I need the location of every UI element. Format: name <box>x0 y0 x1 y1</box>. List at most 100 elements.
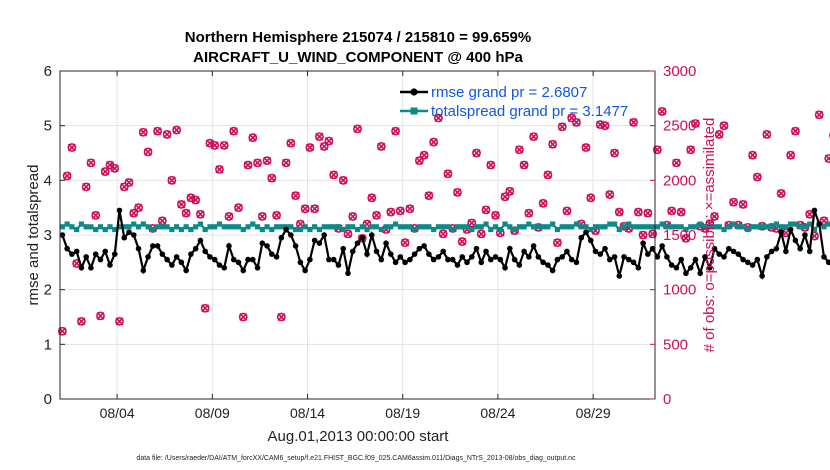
obs-possible-point <box>200 303 210 313</box>
rmse-point <box>725 245 732 252</box>
totalspread-point <box>611 221 618 227</box>
totalspread-point <box>359 224 365 230</box>
obs-possible-point <box>372 210 381 220</box>
totalspread-point <box>378 226 384 233</box>
rmse-point <box>307 256 313 263</box>
obs-possible-point <box>424 191 434 201</box>
totalspread-point <box>402 224 408 230</box>
rmse-point <box>221 265 228 271</box>
obs-possible-point <box>405 204 415 214</box>
obs-possible-point <box>143 147 153 157</box>
obs-assimilated-point <box>329 170 338 179</box>
obs-assimilated-point <box>667 206 676 215</box>
rmse-point <box>145 254 151 260</box>
rmse-point <box>73 248 80 255</box>
obs-possible-point <box>262 156 272 166</box>
rmse-point <box>521 248 527 255</box>
totalspread-point <box>669 224 675 230</box>
totalspread-point <box>164 224 170 230</box>
axis-ticks: 08/04 08/09 08/14 08/19 08/24 08/29 0 1 2 3 4 5 6 0 50… <box>44 63 697 421</box>
totalspread-point <box>331 224 337 230</box>
obs-possible-point <box>272 210 281 220</box>
rmse-point <box>511 256 518 263</box>
obs-possible-point <box>710 212 719 221</box>
rmse-point <box>440 248 446 255</box>
rmse-point <box>121 234 128 241</box>
totalspread-point <box>797 224 803 230</box>
obs-assimilated-point <box>639 231 648 239</box>
totalspread-point <box>630 224 637 230</box>
rmse-point <box>554 256 561 263</box>
obs-possible-point <box>686 145 696 155</box>
obs-possible-point <box>153 126 162 136</box>
obs-assimilated-point <box>225 212 233 221</box>
totalspread-point <box>583 224 589 230</box>
obs-assimilated-point <box>482 205 490 214</box>
obs-possible-point <box>367 193 377 203</box>
totalspread-point <box>640 224 646 230</box>
rmse-point <box>687 265 694 271</box>
legend-spread-label: totalspread grand pr = 3.1477 <box>431 103 628 120</box>
rmse-point <box>340 245 347 252</box>
rmse-point <box>583 229 589 236</box>
legend: rmse grand pr = 2.6807 totalspread grand… <box>400 84 628 120</box>
obs-possible-point <box>486 160 496 170</box>
obs-assimilated-point <box>629 118 638 127</box>
obs-assimilated-point <box>110 164 119 173</box>
totalspread-point <box>626 221 632 227</box>
rmse-point <box>611 254 618 260</box>
totalspread-point <box>792 221 799 227</box>
obs-assimilated-point <box>324 137 333 145</box>
obs-possible-point <box>305 143 315 152</box>
obs-assimilated-point <box>63 171 72 180</box>
totalspread-point <box>773 221 779 227</box>
obs-possible-point <box>129 208 139 218</box>
obs-assimilated-point <box>372 211 381 220</box>
totalspread-point <box>478 224 484 230</box>
totalspread-point <box>469 226 475 233</box>
obs-assimilated-point <box>681 234 690 243</box>
totalspread-point <box>293 226 299 233</box>
obs-assimilated-point <box>215 165 224 174</box>
obs-assimilated-point <box>643 209 652 218</box>
totalspread-point <box>683 226 689 233</box>
rmse-point <box>816 221 823 227</box>
totalspread-point <box>654 224 660 230</box>
obs-possible-point <box>633 207 643 217</box>
rmse-point <box>397 254 404 260</box>
obs-assimilated-point <box>677 208 686 217</box>
x-tick-label: 08/04 <box>100 405 135 421</box>
totalspread-point <box>335 224 342 230</box>
totalspread-point <box>592 224 599 230</box>
totalspread-point <box>245 224 251 230</box>
totalspread-point <box>140 221 146 227</box>
totalspread-point <box>178 226 184 233</box>
obs-assimilated-point <box>539 199 548 208</box>
rmse-point <box>388 251 394 257</box>
obs-assimilated-point <box>553 238 562 247</box>
totalspread-point <box>554 226 561 233</box>
obs-assimilated-point <box>524 209 533 218</box>
obs-possible-point <box>519 160 529 170</box>
totalspread-point <box>488 226 494 233</box>
totalspread-point <box>497 226 503 233</box>
rmse-point <box>635 265 642 271</box>
y-left-tick-label: 4 <box>44 172 52 189</box>
totalspread-point <box>635 224 641 230</box>
chart-title-line-1: Northern Hemisphere 215074 / 215810 = 99… <box>185 29 531 46</box>
rmse-point <box>745 259 751 266</box>
obs-possible-point <box>267 173 277 183</box>
obs-possible-point <box>791 126 800 136</box>
totalspread-point <box>483 221 489 227</box>
rmse-point <box>783 248 789 255</box>
obs-possible-point <box>229 126 239 136</box>
rmse-point <box>92 251 99 257</box>
obs-possible-point <box>457 237 467 246</box>
obs-assimilated-point <box>339 176 348 185</box>
obs-assimilated-point <box>367 193 376 202</box>
obs-assimilated-point <box>86 158 95 167</box>
totalspread-point <box>169 226 175 233</box>
rmse-point <box>678 256 684 263</box>
obs-assimilated-point <box>210 141 219 150</box>
